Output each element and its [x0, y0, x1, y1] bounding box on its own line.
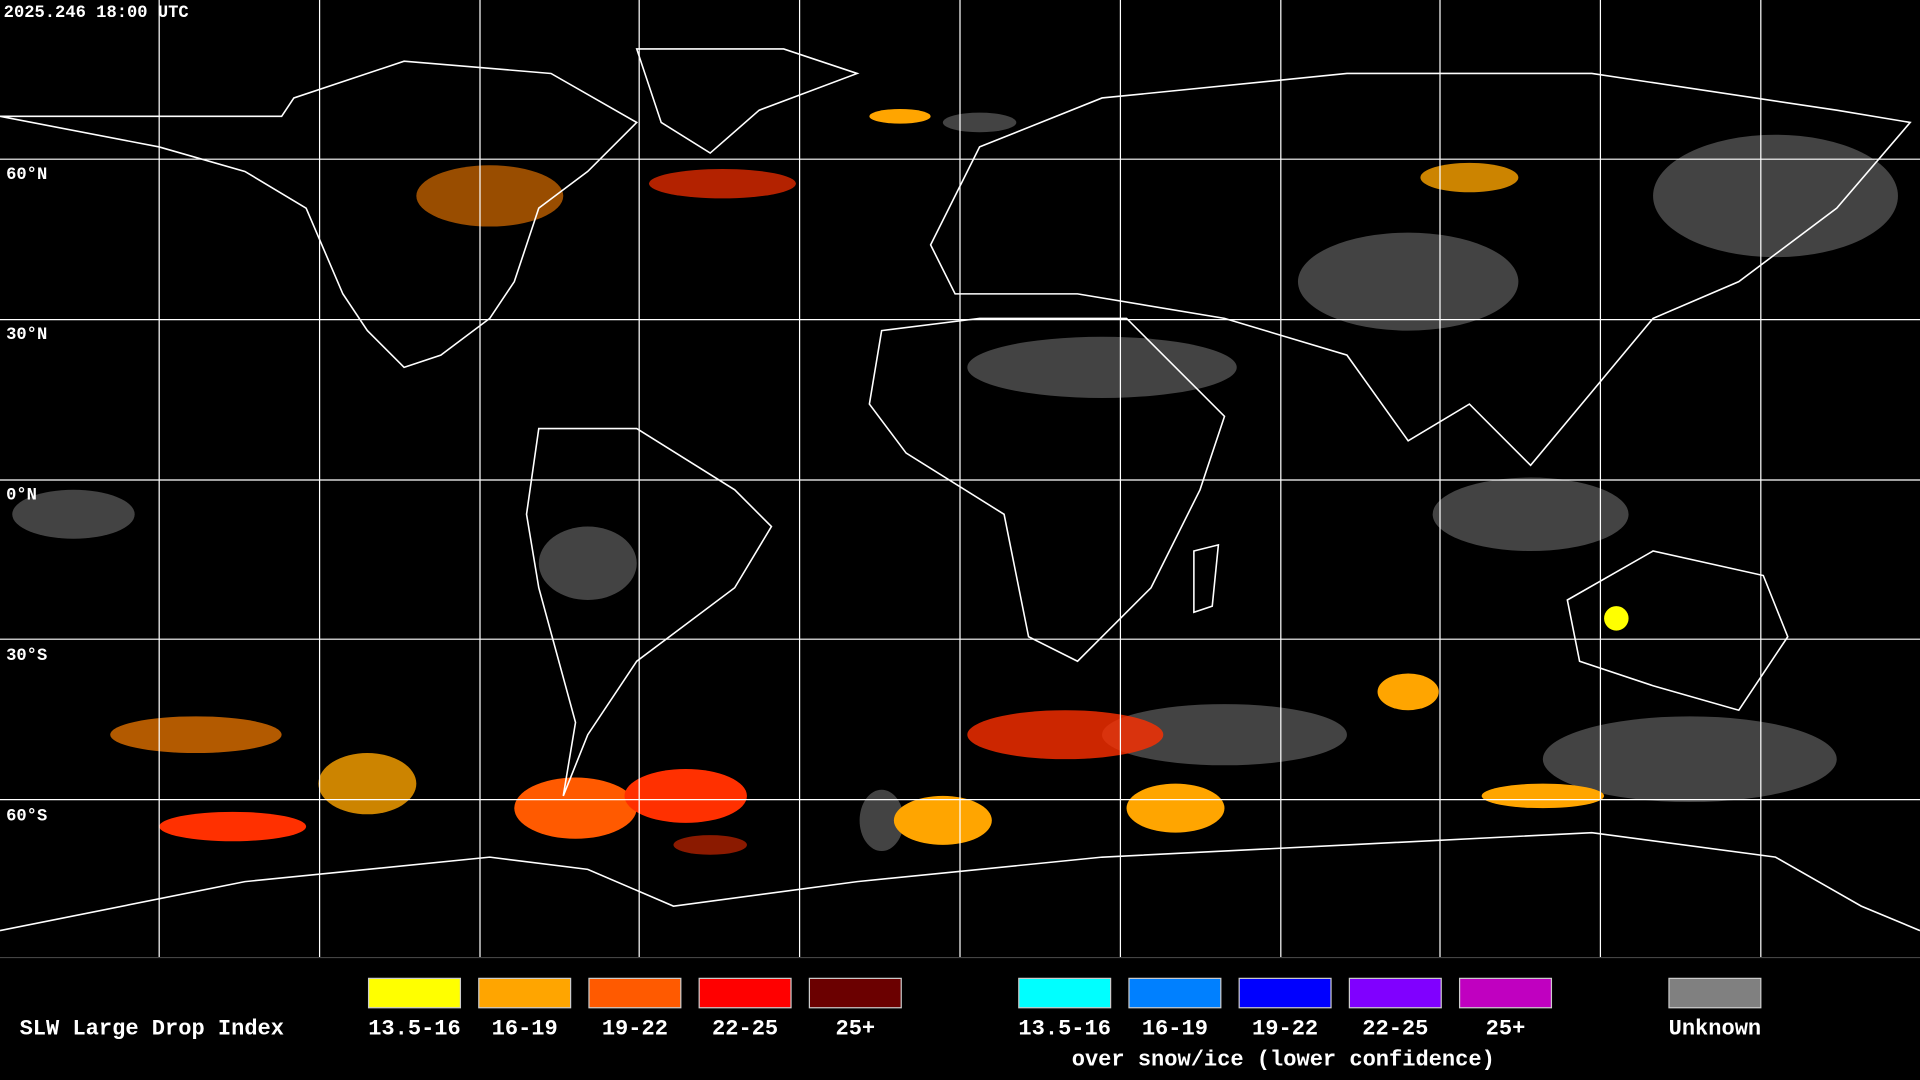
legend-label: 16-19 [492, 1017, 558, 1042]
legend-swatch [808, 977, 902, 1009]
legend-label: 22-25 [1362, 1017, 1428, 1042]
graticule [0, 0, 1920, 958]
latitude-label: 60°S [6, 807, 47, 826]
legend-swatch [1238, 977, 1332, 1009]
unknown-areas [12, 112, 1898, 852]
legend-label: 13.5-16 [1018, 1017, 1111, 1042]
legend-label: 25+ [1486, 1017, 1526, 1042]
legend-swatch [367, 977, 462, 1009]
latitude-label: 30°S [6, 647, 47, 666]
timestamp: 2025.246 18:00 UTC [4, 4, 189, 23]
legend-label: 22-25 [712, 1017, 778, 1042]
latitude-label: 0°N [6, 487, 37, 506]
drop-index-areas [110, 108, 1629, 855]
legend-label: 16-19 [1142, 1017, 1208, 1042]
legend-swatch [1458, 977, 1553, 1009]
legend-label: Unknown [1669, 1017, 1762, 1042]
latitude-label: 30°N [6, 326, 47, 345]
legend-title: SLW Large Drop Index [20, 1017, 284, 1042]
legend-label: 13.5-16 [368, 1017, 461, 1042]
coastlines [0, 48, 1920, 932]
legend-swatch [1668, 977, 1762, 1009]
legend-swatch [588, 977, 682, 1009]
snow-ice-caption: over snow/ice (lower confidence) [1072, 1047, 1495, 1072]
latitude-label: 60°N [6, 166, 47, 185]
legend-swatch [1128, 977, 1222, 1009]
legend-swatch [1348, 977, 1442, 1009]
cloud-field [12, 108, 1898, 855]
legend-label: 19-22 [602, 1017, 668, 1042]
legend-swatch [1018, 977, 1112, 1009]
legend-label: 25+ [835, 1017, 875, 1042]
legend-label: 19-22 [1252, 1017, 1318, 1042]
legend-swatch [698, 977, 792, 1009]
legend-swatch [478, 977, 572, 1009]
